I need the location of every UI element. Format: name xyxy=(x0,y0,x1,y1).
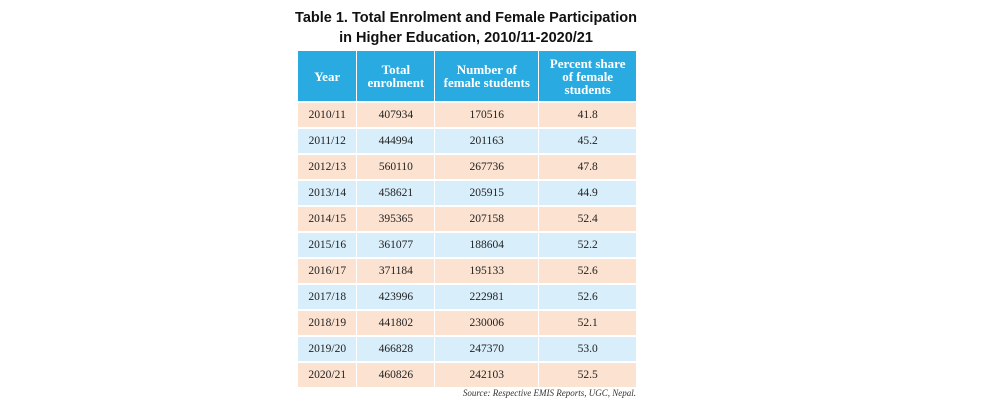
table-cell: 170516 xyxy=(435,103,539,127)
table-row: 2018/19 441802 230006 52.1 xyxy=(298,311,636,335)
table-cell: 2016/17 xyxy=(298,259,357,283)
table-cell: 201163 xyxy=(435,129,539,153)
table-cell: 371184 xyxy=(357,259,435,283)
data-table: Year Total enrolment Number of female stud… xyxy=(297,49,637,389)
table-row: 2014/15 395365 207158 52.4 xyxy=(298,207,636,231)
column-header: Number of female students xyxy=(435,51,539,101)
table-row: 2013/14 458621 205915 44.9 xyxy=(298,181,636,205)
table-row: 2011/12 444994 201163 45.2 xyxy=(298,129,636,153)
table-cell: 222981 xyxy=(435,285,539,309)
table-cell: 47.8 xyxy=(539,155,636,179)
table-cell: 52.6 xyxy=(539,285,636,309)
table-row: 2019/20 466828 247370 53.0 xyxy=(298,337,636,361)
table-cell: 52.2 xyxy=(539,233,636,257)
table-row: 2012/13 560110 267736 47.8 xyxy=(298,155,636,179)
table-cell: 2012/13 xyxy=(298,155,357,179)
table-cell: 53.0 xyxy=(539,337,636,361)
table-cell: 466828 xyxy=(357,337,435,361)
table-cell: 2017/18 xyxy=(298,285,357,309)
column-header: Year xyxy=(298,51,357,101)
table-row: 2017/18 423996 222981 52.6 xyxy=(298,285,636,309)
table-cell: 205915 xyxy=(435,181,539,205)
table-row: 2020/21 460826 242103 52.5 xyxy=(298,363,636,387)
table-cell: 441802 xyxy=(357,311,435,335)
source-note: Source: Respective EMIS Reports, UGC, Ne… xyxy=(462,388,636,398)
table-cell: 2015/16 xyxy=(298,233,357,257)
table-row: 2016/17 371184 195133 52.6 xyxy=(298,259,636,283)
table-cell: 44.9 xyxy=(539,181,636,205)
table-cell: 444994 xyxy=(357,129,435,153)
table-cell: 361077 xyxy=(357,233,435,257)
table-cell: 2011/12 xyxy=(298,129,357,153)
table-cell: 52.6 xyxy=(539,259,636,283)
header-row: Year Total enrolment Number of female stud… xyxy=(298,51,636,101)
table-cell: 247370 xyxy=(435,337,539,361)
table-cell: 188604 xyxy=(435,233,539,257)
title-line: in Higher Education, 2010/11-2020/21 xyxy=(339,30,593,46)
table-cell: 230006 xyxy=(435,311,539,335)
table-cell: 52.5 xyxy=(539,363,636,387)
table-cell: 195133 xyxy=(435,259,539,283)
table-cell: 242103 xyxy=(435,363,539,387)
table-cell: 423996 xyxy=(357,285,435,309)
table-cell: 560110 xyxy=(357,155,435,179)
table-body: 2010/11 407934 170516 41.8 2011/12 444994 2011… xyxy=(298,103,636,387)
table-title: Table 1. Total Enrolment and Female Part… xyxy=(0,8,932,48)
table-cell: 45.2 xyxy=(539,129,636,153)
table-cell: 2013/14 xyxy=(298,181,357,205)
table-cell: 2020/21 xyxy=(298,363,357,387)
table-cell: 52.4 xyxy=(539,207,636,231)
column-header: Percent share of female students xyxy=(539,51,636,101)
table-row: 2015/16 361077 188604 52.2 xyxy=(298,233,636,257)
table-cell: 460826 xyxy=(357,363,435,387)
table-cell: 207158 xyxy=(435,207,539,231)
table-cell: 2018/19 xyxy=(298,311,357,335)
title-line: Table 1. Total Enrolment and Female Part… xyxy=(295,10,637,26)
table-cell: 458621 xyxy=(357,181,435,205)
table-row: 2010/11 407934 170516 41.8 xyxy=(298,103,636,127)
table-cell: 2014/15 xyxy=(298,207,357,231)
column-header: Total enrolment xyxy=(357,51,435,101)
table-cell: 395365 xyxy=(357,207,435,231)
table-cell: 2019/20 xyxy=(298,337,357,361)
table-cell: 41.8 xyxy=(539,103,636,127)
table-cell: 2010/11 xyxy=(298,103,357,127)
table-cell: 407934 xyxy=(357,103,435,127)
table-cell: 52.1 xyxy=(539,311,636,335)
table-cell: 267736 xyxy=(435,155,539,179)
